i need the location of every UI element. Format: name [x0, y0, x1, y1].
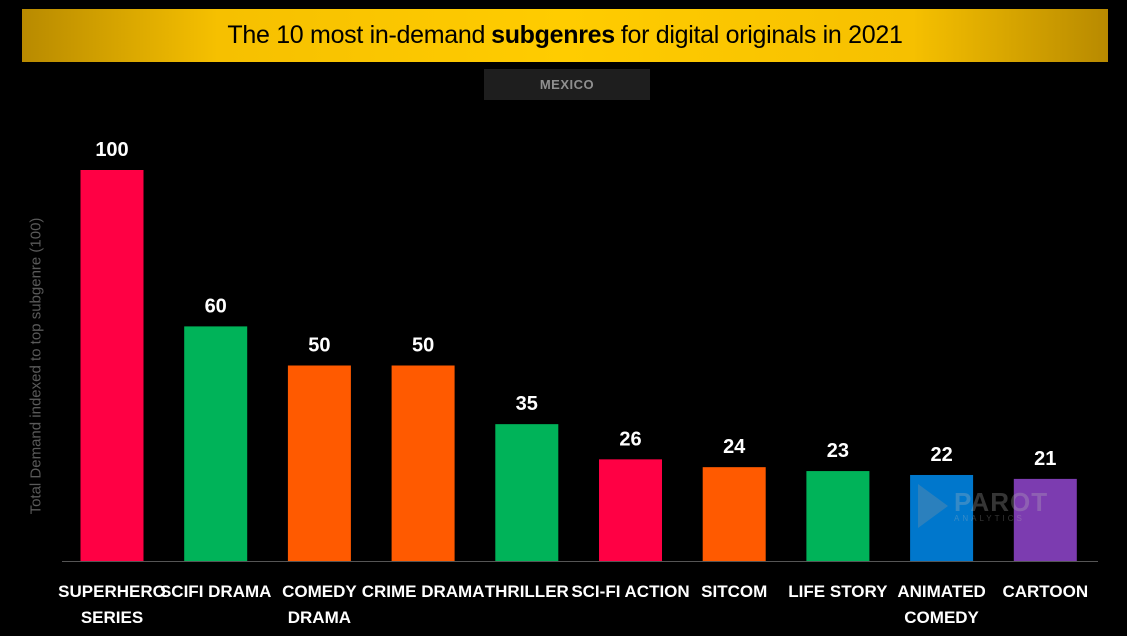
bar-sitcom: [702, 467, 766, 561]
value-label-sitcom: 24: [723, 436, 746, 458]
watermark-line-1: PAROT: [954, 487, 1049, 517]
bar-thriller: [495, 424, 559, 561]
bar-scifi-drama: [184, 326, 248, 561]
category-label-sitcom: SITCOM: [701, 582, 767, 601]
value-label-crime-drama: 50: [412, 335, 434, 357]
value-labels-group: 100 60 50 50 35 26 24 23 22 21: [95, 139, 1056, 470]
category-label-sci-fi-action: SCI-FI ACTION: [571, 582, 689, 601]
category-label-crime-drama: CRIME DRAMA: [362, 582, 485, 601]
watermark-text: PAROT ANALYTICS: [954, 489, 1048, 523]
bar-crime-drama: [391, 365, 455, 561]
title-prefix: The 10 most in-demand: [227, 21, 486, 49]
category-label-comedy-drama: COMEDY DRAMA: [282, 582, 357, 627]
value-label-thriller: 35: [516, 393, 538, 415]
watermark-line-2: ANALYTICS: [954, 514, 1025, 523]
value-label-superhero-series: 100: [95, 139, 128, 161]
bar-comedy-drama: [287, 365, 351, 561]
category-label-thriller: THRILLER: [485, 582, 569, 601]
value-label-cartoon: 21: [1034, 448, 1056, 470]
category-label-life-story: LIFE STORY: [788, 582, 888, 601]
title-bold-word: subgenres: [491, 21, 615, 49]
bar-life-story: [806, 471, 870, 561]
value-label-sci-fi-action: 26: [619, 428, 641, 450]
parrot-analytics-watermark: PAROT ANALYTICS: [918, 484, 1048, 528]
category-label-animated-comedy: ANIMATED COMEDY: [897, 582, 985, 627]
region-subtitle: MEXICO: [484, 69, 650, 100]
value-label-comedy-drama: 50: [308, 335, 330, 357]
category-label-superhero-series: SUPERHERO SERIES: [58, 582, 166, 627]
bars-group: [80, 170, 1077, 561]
bar-superhero-series: [80, 170, 144, 561]
value-label-life-story: 23: [827, 440, 849, 462]
bar-animated-comedy: [910, 474, 974, 561]
bar-sci-fi-action: [599, 459, 662, 561]
title-suffix: for digital originals in 2021: [620, 21, 903, 49]
chart-title: The 10 most in-demand subgenres for digi…: [22, 9, 1108, 62]
category-label-scifi-drama: SCIFI DRAMA: [160, 582, 271, 601]
bar-cartoon: [1013, 478, 1077, 561]
parrot-logo-icon: [918, 484, 948, 528]
value-label-animated-comedy: 22: [930, 444, 952, 466]
category-label-cartoon: CARTOON: [1002, 582, 1088, 601]
value-label-scifi-drama: 60: [205, 295, 227, 317]
